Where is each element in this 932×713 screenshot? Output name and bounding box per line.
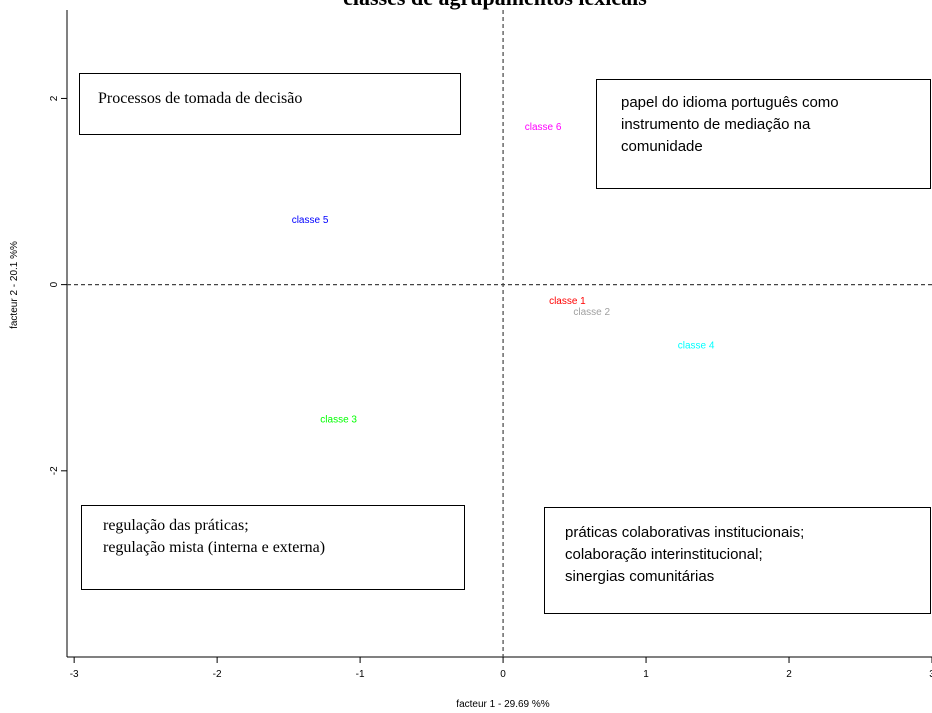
- axes: -3 -2 -1 0 1 2 3 -2 0 2: [49, 10, 932, 680]
- annotation-bottom-right: práticas colaborativas institucionais; c…: [544, 507, 931, 614]
- y-tick-label: -2: [49, 466, 60, 475]
- x-tick-label: 3: [929, 669, 932, 680]
- y-axis-label: facteur 2 - 20.1 %%: [9, 241, 20, 329]
- x-tick-label: 0: [500, 669, 506, 680]
- y-tick-label: 2: [49, 95, 60, 101]
- point-label: classe 2: [573, 307, 610, 318]
- annotation-top-right: papel do idioma português como instrumen…: [596, 79, 931, 189]
- point-label: classe 5: [292, 215, 329, 226]
- x-tick-label: 1: [643, 669, 649, 680]
- x-tick-label: -3: [70, 669, 79, 680]
- reference-lines: [67, 10, 932, 657]
- y-tick-label: 0: [49, 281, 60, 287]
- point-label: classe 6: [525, 122, 562, 133]
- point-label: classe 4: [678, 341, 715, 352]
- chart-title: classes de agrupamentos lexicais: [343, 0, 647, 10]
- x-tick-label: 2: [786, 669, 792, 680]
- point-label: classe 3: [320, 414, 357, 425]
- x-tick-label: -2: [213, 669, 222, 680]
- point-label: classe 1: [549, 296, 586, 307]
- annotation-bottom-left: regulação das práticas; regulação mista …: [81, 505, 465, 590]
- x-tick-label: -1: [356, 669, 365, 680]
- annotation-top-left: Processos de tomada de decisão: [79, 73, 461, 135]
- x-axis-label: facteur 1 - 29.69 %%: [456, 699, 549, 710]
